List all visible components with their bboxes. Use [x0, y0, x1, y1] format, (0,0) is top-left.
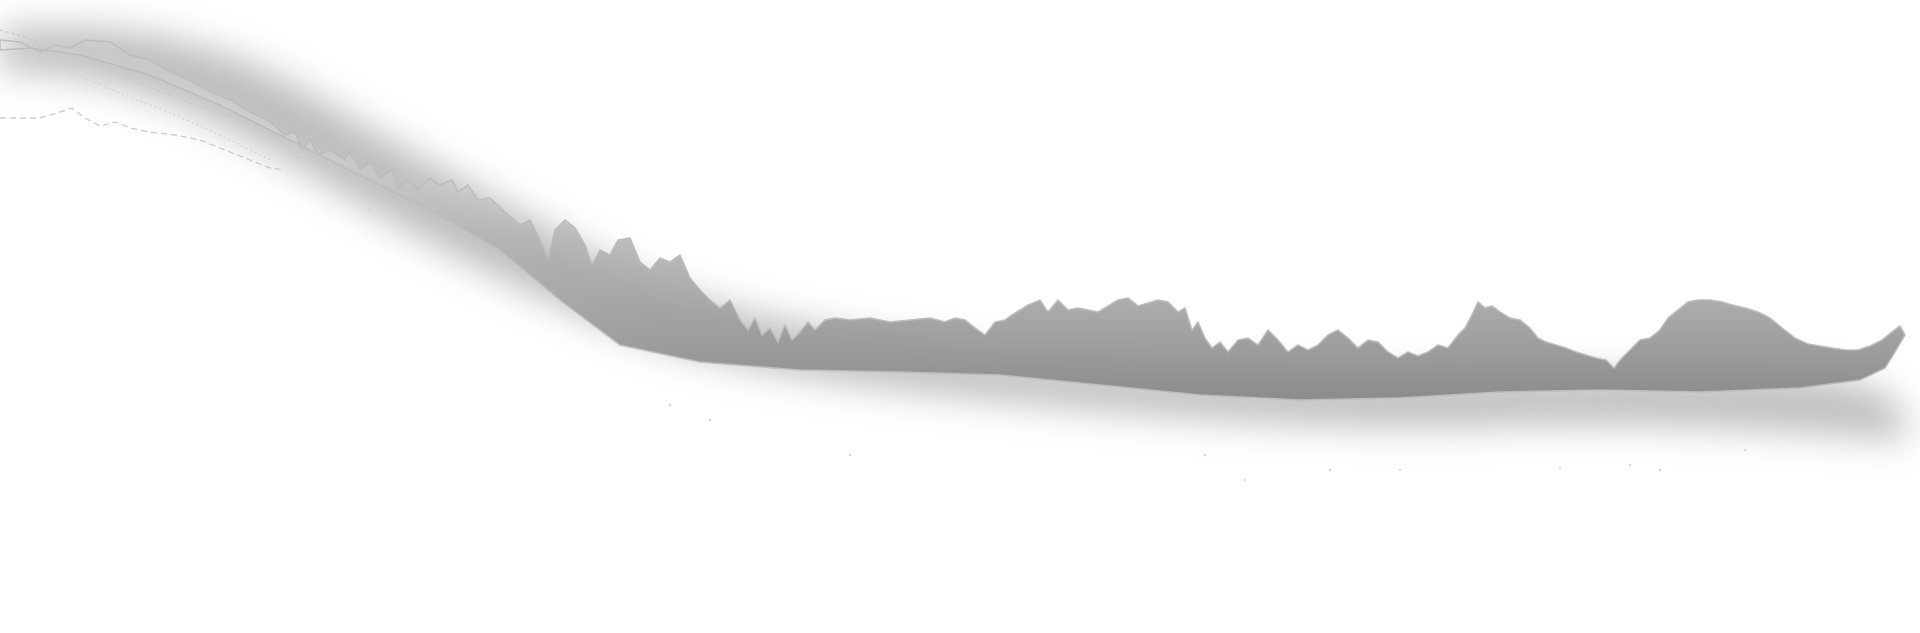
- terrain-speckles: [368, 208, 1747, 482]
- trace-line-lower: [0, 107, 286, 171]
- trace-line-upper: [0, 29, 301, 161]
- trace-line-mid: [29, 54, 271, 161]
- terrain-ridge: [0, 39, 1906, 401]
